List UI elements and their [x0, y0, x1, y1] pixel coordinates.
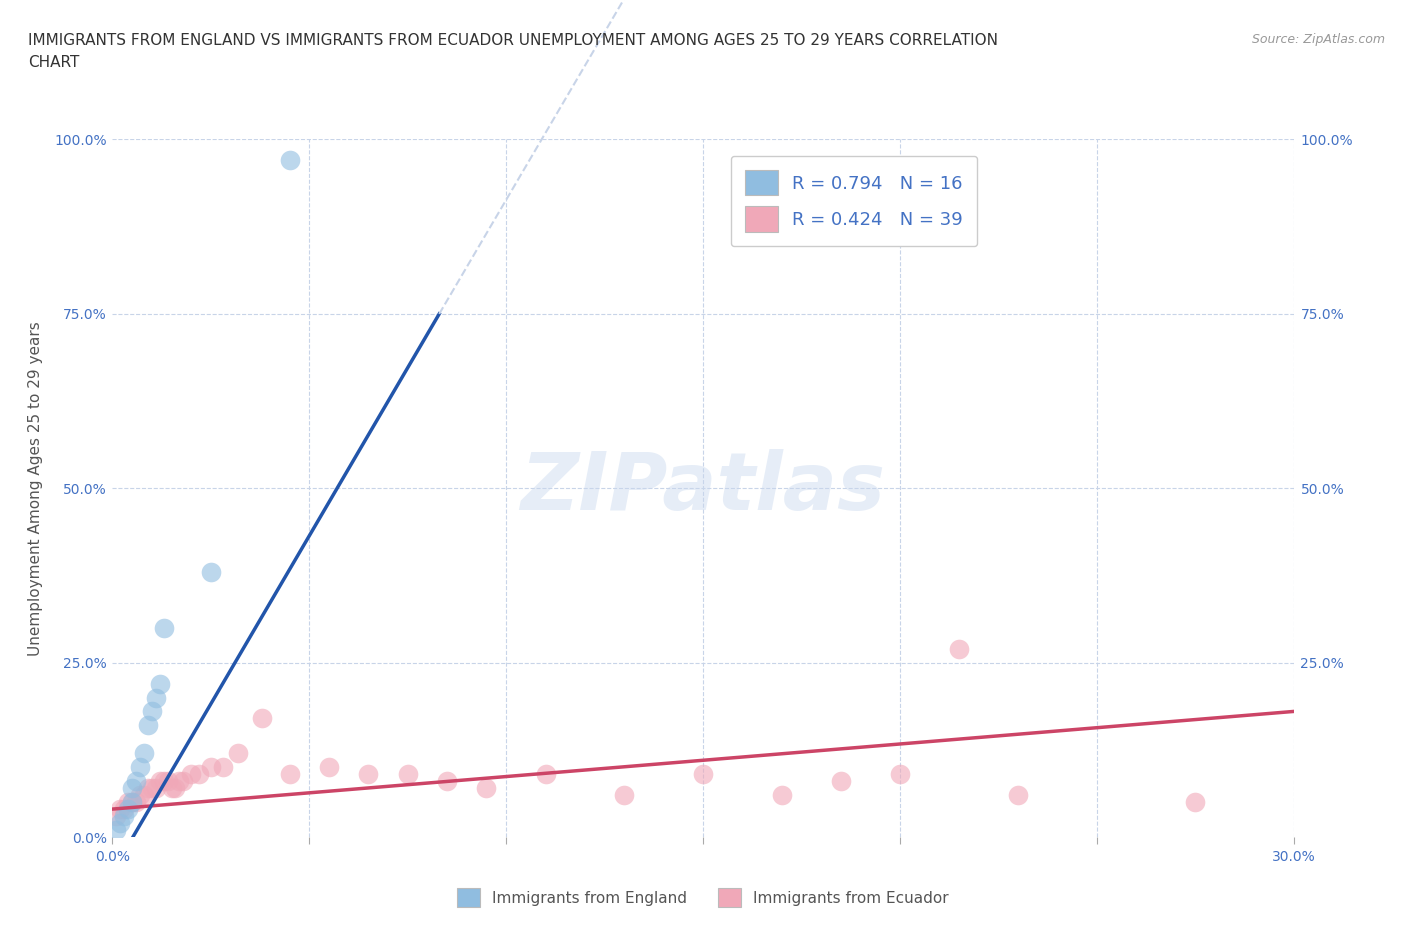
Point — [278, 153, 301, 168]
Point — [613, 788, 636, 803]
Point — [121, 794, 143, 809]
Point — [169, 774, 191, 789]
Point — [125, 794, 148, 809]
Point — [141, 781, 163, 796]
Point — [129, 788, 152, 803]
Point — [117, 802, 139, 817]
Point — [180, 766, 202, 781]
Point — [105, 823, 128, 838]
Point — [436, 774, 458, 789]
Point — [250, 711, 273, 725]
Point — [228, 746, 250, 761]
Point — [149, 774, 172, 789]
Legend: R = 0.794   N = 16, R = 0.424   N = 39: R = 0.794 N = 16, R = 0.424 N = 39 — [731, 155, 977, 246]
Y-axis label: Unemployment Among Ages 25 to 29 years: Unemployment Among Ages 25 to 29 years — [28, 321, 44, 656]
Text: ZIPatlas: ZIPatlas — [520, 449, 886, 527]
Point — [770, 788, 793, 803]
Point — [110, 802, 132, 817]
Point — [160, 781, 183, 796]
Point — [948, 642, 970, 657]
Point — [172, 774, 194, 789]
Text: Source: ZipAtlas.com: Source: ZipAtlas.com — [1251, 33, 1385, 46]
Point — [136, 781, 159, 796]
Point — [318, 760, 340, 775]
Legend: Immigrants from England, Immigrants from Ecuador: Immigrants from England, Immigrants from… — [451, 883, 955, 913]
Point — [396, 766, 419, 781]
Point — [211, 760, 233, 775]
Point — [136, 718, 159, 733]
Point — [112, 809, 135, 824]
Point — [156, 774, 179, 789]
Point — [534, 766, 557, 781]
Point — [121, 794, 143, 809]
Point — [200, 565, 222, 579]
Point — [692, 766, 714, 781]
Point — [152, 774, 174, 789]
Point — [117, 794, 139, 809]
Point — [200, 760, 222, 775]
Point — [278, 766, 301, 781]
Point — [889, 766, 911, 781]
Point — [1007, 788, 1029, 803]
Point — [110, 816, 132, 830]
Point — [188, 766, 211, 781]
Point — [125, 774, 148, 789]
Point — [132, 788, 155, 803]
Point — [357, 766, 380, 781]
Point — [152, 620, 174, 635]
Point — [145, 690, 167, 705]
Point — [121, 781, 143, 796]
Point — [112, 802, 135, 817]
Point — [149, 676, 172, 691]
Point — [141, 704, 163, 719]
Point — [830, 774, 852, 789]
Point — [145, 781, 167, 796]
Point — [105, 809, 128, 824]
Point — [475, 781, 498, 796]
Text: IMMIGRANTS FROM ENGLAND VS IMMIGRANTS FROM ECUADOR UNEMPLOYMENT AMONG AGES 25 TO: IMMIGRANTS FROM ENGLAND VS IMMIGRANTS FR… — [28, 33, 998, 70]
Point — [132, 746, 155, 761]
Point — [165, 781, 187, 796]
Point — [1184, 794, 1206, 809]
Point — [129, 760, 152, 775]
